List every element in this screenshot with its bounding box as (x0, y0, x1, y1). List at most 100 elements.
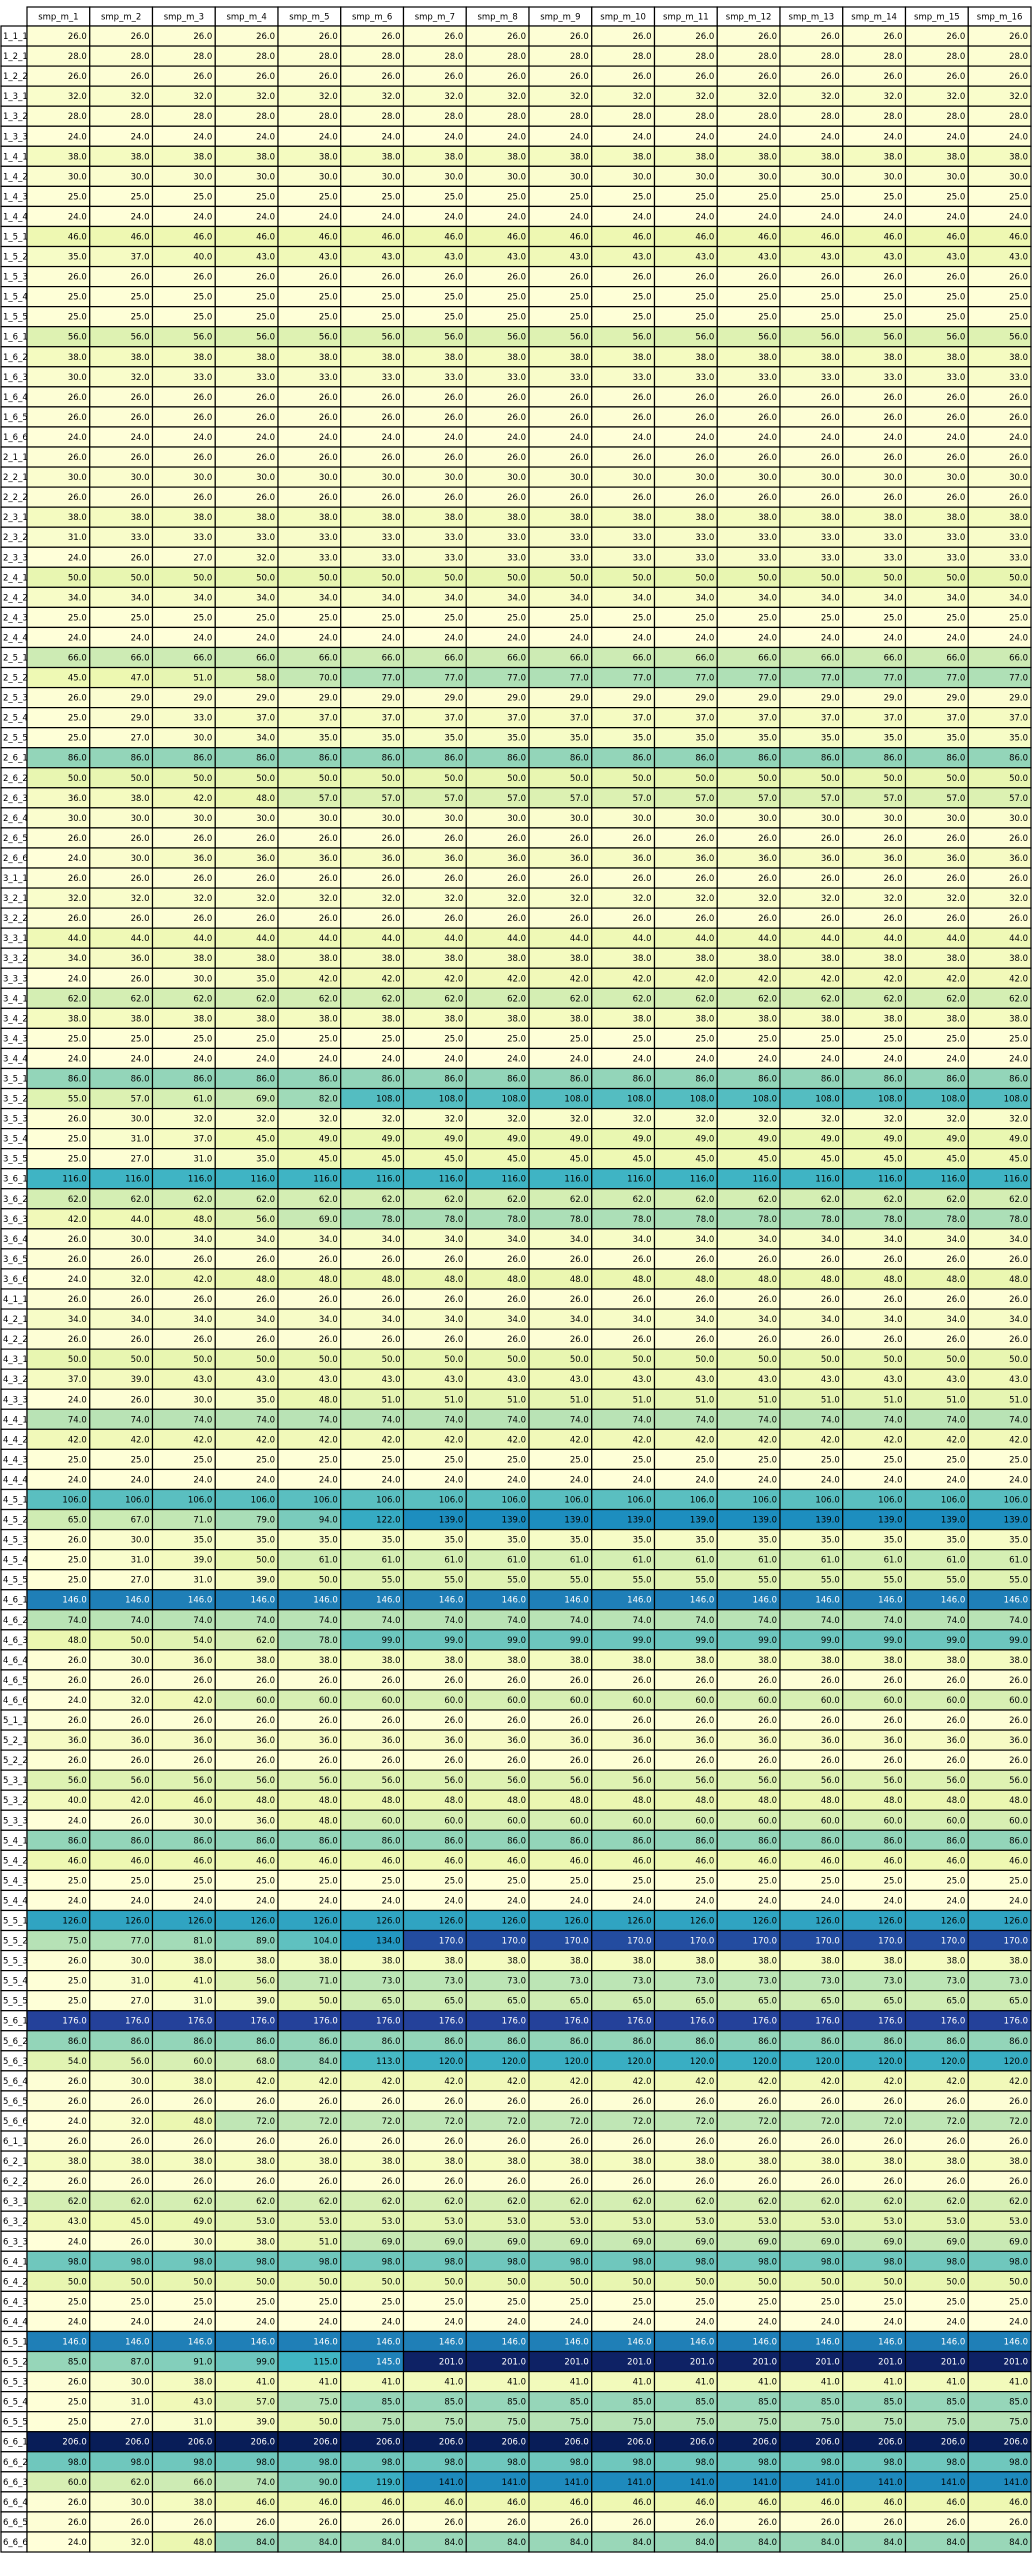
cell-value: 24.0 (382, 132, 401, 142)
cell-value: 26.0 (884, 1335, 903, 1345)
cell-value: 77.0 (758, 674, 777, 684)
cell-value: 57.0 (382, 794, 401, 804)
cell-value: 38.0 (758, 2157, 777, 2167)
cell-value: 33.0 (633, 533, 652, 543)
cell-value: 48.0 (382, 1796, 401, 1806)
cell-value: 25.0 (193, 1876, 212, 1886)
cell-value: 24.0 (758, 1475, 777, 1485)
column-header: smp_m_7 (415, 13, 455, 23)
cell-value: 56.0 (633, 333, 652, 343)
cell-value: 32.0 (444, 894, 463, 904)
cell-value: 38.0 (1009, 2157, 1028, 2167)
cell-value: 65.0 (68, 1516, 87, 1526)
cell-value: 24.0 (319, 633, 338, 643)
cell-value: 65.0 (444, 1997, 463, 2007)
cell-value: 36.0 (821, 854, 840, 864)
cell-value: 86.0 (319, 754, 338, 764)
cell-value: 38.0 (68, 2157, 87, 2167)
cell-value: 86.0 (884, 754, 903, 764)
cell-value: 34.0 (946, 1235, 965, 1245)
cell-value: 29.0 (131, 694, 150, 704)
cell-value: 24.0 (1009, 1054, 1028, 1064)
column-header: smp_m_14 (851, 13, 897, 23)
cell-value: 44.0 (884, 934, 903, 944)
cell-value: 26.0 (821, 2518, 840, 2528)
row-label: 6_6_3 (3, 2478, 28, 2488)
cell-value: 26.0 (946, 2177, 965, 2187)
cell-value: 24.0 (1009, 433, 1028, 443)
cell-value: 56.0 (507, 1776, 526, 1786)
cell-value: 26.0 (256, 32, 275, 42)
cell-value: 36.0 (758, 1736, 777, 1746)
cell-value: 26.0 (319, 1716, 338, 1726)
cell-value: 62.0 (884, 2197, 903, 2207)
cell-value: 24.0 (68, 1275, 87, 1285)
cell-value: 24.0 (193, 212, 212, 222)
cell-value: 30.0 (821, 814, 840, 824)
cell-value: 50.0 (821, 774, 840, 784)
cell-value: 72.0 (884, 2117, 903, 2127)
cell-value: 26.0 (821, 2177, 840, 2187)
cell-value: 46.0 (758, 2498, 777, 2508)
cell-value: 33.0 (193, 714, 212, 724)
row-label: 3_4_3 (3, 1034, 28, 1044)
cell-value: 146.0 (62, 2338, 86, 2348)
cell-value: 176.0 (439, 2017, 463, 2027)
cell-value: 38.0 (884, 954, 903, 964)
cell-value: 24.0 (570, 633, 589, 643)
cell-value: 25.0 (884, 293, 903, 303)
row-label: 1_5_2 (3, 253, 28, 263)
cell-value: 33.0 (1009, 553, 1028, 563)
cell-value: 206.0 (125, 2438, 149, 2448)
cell-value: 42.0 (68, 1435, 87, 1445)
cell-value: 50.0 (507, 1355, 526, 1365)
cell-value: 38.0 (821, 1014, 840, 1024)
cell-value: 71.0 (193, 1516, 212, 1526)
cell-value: 26.0 (382, 1716, 401, 1726)
cell-value: 35.0 (507, 1536, 526, 1546)
cell-value: 65.0 (1009, 1997, 1028, 2007)
cell-value: 66.0 (695, 654, 714, 664)
cell-value: 38.0 (256, 1656, 275, 1666)
cell-value: 56.0 (1009, 1776, 1028, 1786)
cell-value: 74.0 (570, 1616, 589, 1626)
cell-value: 25.0 (444, 192, 463, 202)
cell-value: 68.0 (256, 2057, 275, 2067)
cell-value: 38.0 (507, 954, 526, 964)
row-label: 2_6_6 (3, 854, 28, 864)
cell-value: 26.0 (821, 32, 840, 42)
cell-value: 85.0 (570, 2398, 589, 2408)
cell-value: 106.0 (815, 1496, 839, 1506)
cell-value: 26.0 (507, 834, 526, 844)
cell-value: 32.0 (131, 373, 150, 383)
cell-value: 24.0 (633, 633, 652, 643)
cell-value: 25.0 (131, 1876, 150, 1886)
cell-value: 86.0 (695, 2037, 714, 2047)
cell-value: 38.0 (382, 513, 401, 523)
cell-value: 72.0 (570, 2117, 589, 2127)
cell-value: 75.0 (695, 2418, 714, 2428)
cell-value: 66.0 (946, 654, 965, 664)
cell-value: 56.0 (570, 333, 589, 343)
cell-value: 26.0 (884, 32, 903, 42)
cell-value: 46.0 (68, 1856, 87, 1866)
cell-value: 37.0 (758, 714, 777, 724)
cell-value: 26.0 (193, 453, 212, 463)
cell-value: 66.0 (821, 654, 840, 664)
cell-value: 78.0 (633, 1215, 652, 1225)
cell-value: 26.0 (1009, 914, 1028, 924)
cell-value: 26.0 (633, 914, 652, 924)
cell-value: 33.0 (382, 373, 401, 383)
cell-value: 86.0 (382, 2037, 401, 2047)
cell-value: 32.0 (570, 894, 589, 904)
cell-value: 26.0 (68, 32, 87, 42)
cell-value: 86.0 (131, 1836, 150, 1846)
cell-value: 60.0 (821, 1816, 840, 1826)
cell-value: 25.0 (68, 1977, 87, 1987)
cell-value: 30.0 (1009, 814, 1028, 824)
cell-value: 41.0 (758, 2378, 777, 2388)
cell-value: 36.0 (193, 1736, 212, 1746)
cell-value: 34.0 (131, 593, 150, 603)
cell-value: 25.0 (256, 313, 275, 323)
